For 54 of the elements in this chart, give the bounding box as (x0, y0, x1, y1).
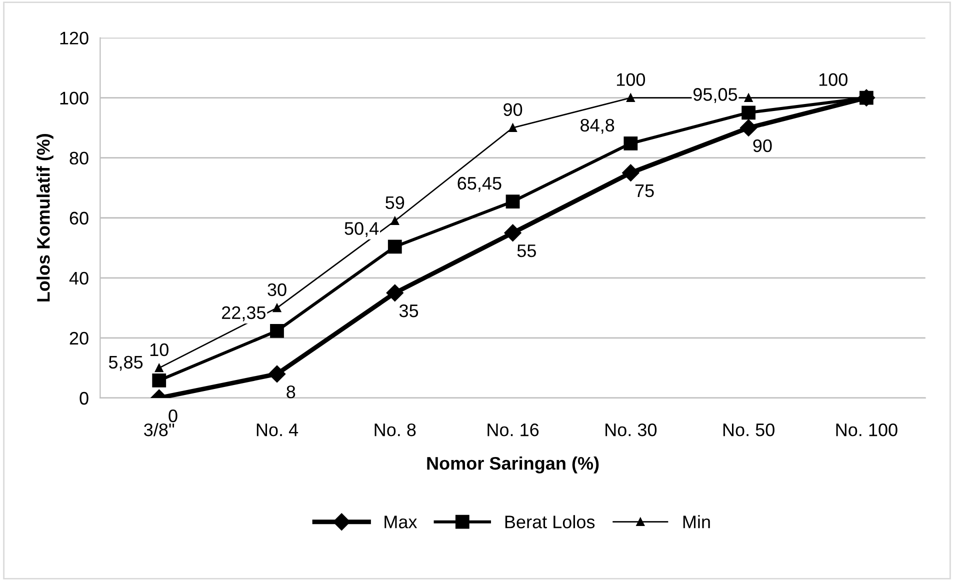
point (270, 324, 284, 338)
data-label: 55 (517, 244, 536, 258)
data-label: 90 (753, 139, 772, 152)
data-label: 30 (268, 283, 286, 296)
point (152, 373, 166, 388)
point (744, 94, 753, 102)
x-tick-label: No. 30 (606, 423, 657, 436)
x-tick-label: No. 8 (374, 423, 416, 436)
point (506, 194, 520, 208)
data-label: 95,05 (693, 88, 738, 103)
point (504, 224, 522, 242)
point (624, 136, 638, 150)
data-label: 84,8 (580, 118, 614, 134)
point (740, 119, 758, 136)
data-label: 0 (168, 409, 178, 422)
data-label: 100 (616, 73, 646, 86)
point (386, 284, 404, 302)
data-label: 75 (635, 184, 654, 198)
data-label: 8 (286, 385, 296, 398)
x-tick-label: 3/8" (144, 422, 174, 436)
point (626, 94, 635, 102)
y-tick-label: 100 (60, 92, 88, 105)
data-label: 90 (504, 103, 522, 116)
point (388, 240, 402, 254)
y-tick-label: 20 (70, 332, 88, 345)
data-label: 10 (150, 343, 168, 356)
point (742, 106, 756, 120)
point (272, 304, 282, 312)
data-label: 50,4 (344, 222, 379, 238)
y-tick-label: 80 (70, 152, 88, 165)
data-label: 59 (386, 196, 404, 210)
legend-label: Min (683, 515, 710, 528)
data-label: 35 (399, 304, 418, 318)
point (622, 164, 640, 182)
point (390, 216, 400, 226)
legend-label: Berat Lolos (505, 515, 595, 528)
data-label: 65,45 (458, 176, 502, 192)
y-tick-label: 60 (70, 212, 88, 225)
point (154, 364, 164, 372)
point (268, 365, 286, 383)
data-label: 5,85 (108, 356, 143, 371)
y-tick-label: 0 (80, 392, 88, 405)
y-tick-label: 40 (69, 272, 88, 285)
y-axis-title: Lolos Komulatif (%) (36, 134, 54, 302)
x-tick-label: No. 16 (488, 423, 539, 436)
x-tick-label: No. 100 (836, 423, 898, 436)
point (508, 124, 517, 132)
legend-label: Max (384, 516, 418, 528)
y-tick-label: 120 (60, 32, 88, 44)
data-label: 22,35 (222, 306, 266, 322)
x-tick-label: No. 50 (723, 423, 774, 436)
x-axis-title: Nomor Saringan (%) (427, 456, 599, 474)
x-tick-label: No. 4 (256, 424, 298, 436)
data-label: 100 (819, 73, 848, 86)
